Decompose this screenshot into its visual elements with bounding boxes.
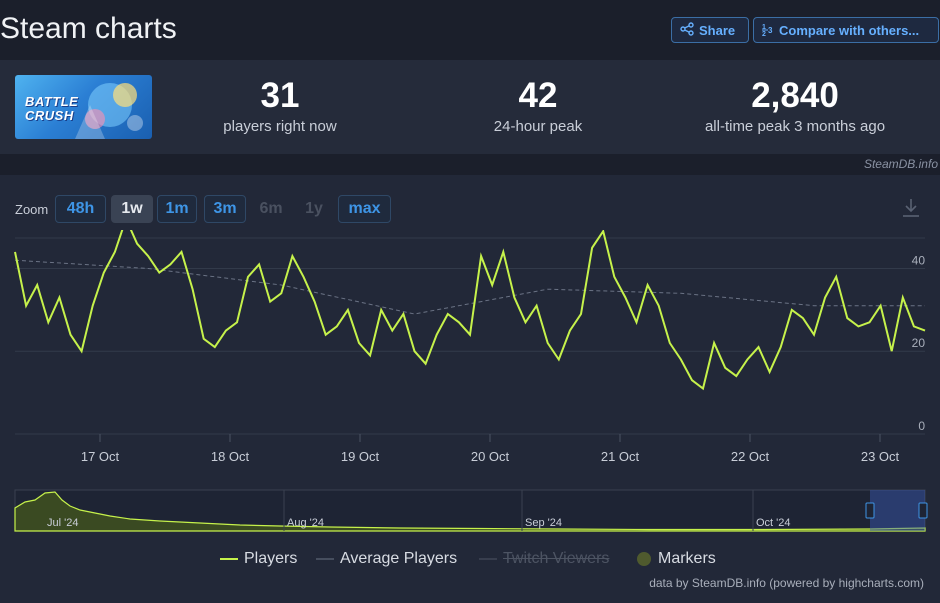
logo-text-bottom: CRUSH	[25, 108, 74, 123]
compare-button-label: Compare with others...	[779, 22, 920, 38]
x-tick-label: 22 Oct	[731, 449, 770, 464]
page-title: Steam charts	[0, 12, 177, 45]
stat-24h-peak-value: 42	[518, 76, 558, 115]
stat-players-now-label: players right now	[223, 118, 337, 135]
share-button[interactable]: Share	[671, 17, 749, 43]
legend-average-label: Average Players	[340, 550, 458, 567]
x-tick-label: 20 Oct	[471, 449, 510, 464]
svg-text:2: 2	[762, 31, 766, 36]
legend-markers-label: Markers	[658, 550, 716, 567]
x-tick-label: 21 Oct	[601, 449, 640, 464]
average-players-line	[14, 259, 925, 315]
stat-all-time-peak: 2,840 all-time peak 3 months ago	[685, 76, 905, 135]
zoom-1m-button[interactable]: 1m	[157, 195, 197, 223]
stat-all-time-peak-value: 2,840	[751, 76, 839, 115]
zoom-48h-button[interactable]: 48h	[55, 195, 106, 223]
navigator-chart[interactable]: Jul '24 Aug '24 Sep '24 Oct '24	[0, 488, 940, 534]
stat-players-now-value: 31	[260, 76, 300, 115]
legend-players[interactable]: Players	[220, 550, 297, 568]
players-line	[14, 230, 926, 391]
game-logo[interactable]: BATTLE CRUSH	[15, 75, 152, 139]
x-tick-label: 18 Oct	[211, 449, 250, 464]
navigator-tick-label: Sep '24	[525, 517, 562, 529]
navigator-tick-label: Jul '24	[47, 517, 78, 529]
zoom-1y-button: 1y	[305, 200, 323, 217]
svg-text:3: 3	[768, 26, 773, 35]
download-icon[interactable]	[900, 196, 922, 220]
legend-twitch[interactable]: Twitch Viewers	[479, 550, 609, 568]
navigator-left-handle[interactable]	[865, 502, 875, 519]
logo-text-top: BATTLE	[25, 94, 79, 109]
x-tick-label: 19 Oct	[341, 449, 380, 464]
stat-24h-peak-label: 24-hour peak	[493, 118, 583, 135]
players-chart[interactable]: 0 20 40 17 Oct 18 Oct 19 Oct 20 Oct 21 Oct 22 O…	[0, 230, 940, 470]
navigator-tick-label: Aug '24	[287, 517, 324, 529]
svg-text:1: 1	[762, 24, 766, 31]
zoom-3m-button[interactable]: 3m	[204, 195, 246, 223]
legend-markers[interactable]: Markers	[636, 550, 716, 568]
summary-panel: BATTLE CRUSH 31 players right now 42 24-…	[0, 60, 940, 154]
zoom-1w-button[interactable]: 1w	[111, 195, 153, 223]
zoom-label: Zoom	[15, 202, 49, 217]
legend-twitch-label: Twitch Viewers	[503, 550, 610, 567]
zoom-max-button[interactable]: max	[338, 195, 391, 223]
x-tick-label: 23 Oct	[861, 449, 900, 464]
y-tick-label: 20	[912, 336, 926, 350]
steamdb-watermark: SteamDB.info	[863, 157, 938, 171]
navigator-area	[14, 491, 926, 532]
share-button-label: Share	[699, 22, 736, 38]
x-tick-label: 17 Oct	[81, 449, 120, 464]
share-icon	[680, 21, 694, 39]
navigator-tick-label: Oct '24	[756, 517, 791, 529]
footer-credit: data by SteamDB.info (powered by highcha…	[649, 576, 924, 590]
zoom-6m-button: 6m	[259, 200, 283, 217]
y-tick-label: 40	[912, 253, 926, 267]
y-tick-label: 0	[918, 419, 925, 433]
legend-average[interactable]: Average Players	[316, 550, 457, 568]
stat-all-time-peak-label: all-time peak 3 months ago	[704, 118, 886, 135]
stat-24h-peak: 42 24-hour peak	[458, 76, 618, 135]
legend-players-label: Players	[244, 550, 298, 567]
chart-panel	[0, 175, 940, 603]
navigator-selection[interactable]	[870, 490, 925, 531]
navigator-right-handle[interactable]	[918, 502, 928, 519]
stat-players-now: 31 players right now	[200, 76, 360, 135]
